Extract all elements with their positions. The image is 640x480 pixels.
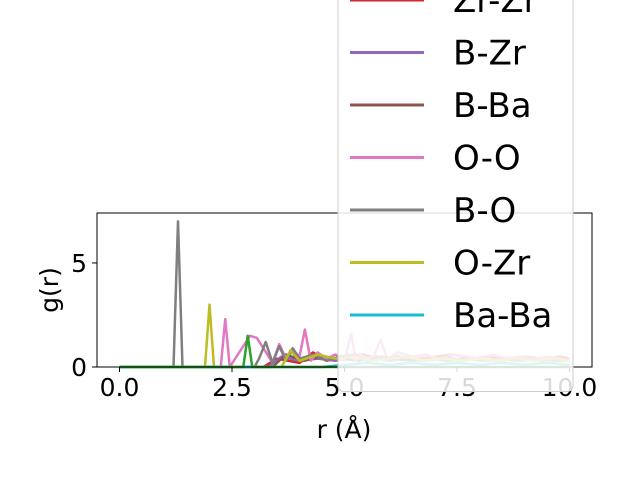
legend-label: Zr-Zr <box>453 0 538 21</box>
x-axis-label: r (Å) <box>317 415 372 444</box>
legend-item-o-zr[interactable]: O-Zr <box>350 244 530 284</box>
legend-item-b-ba[interactable]: B-Ba <box>350 86 532 126</box>
y-tick-label: 0 <box>71 353 87 382</box>
legend-label: Ba-Ba <box>453 296 552 336</box>
legend-box <box>337 0 574 392</box>
x-tick-label: 2.5 <box>212 373 252 402</box>
legend-item-o-o[interactable]: O-O <box>350 139 521 179</box>
legend[interactable]: Zr-Zr B-Zr B-Ba O-O B-O O-Zr Ba-Ba <box>337 0 574 392</box>
legend-label: B-Ba <box>453 86 532 126</box>
legend-item-ba-ba[interactable]: Ba-Ba <box>350 296 552 336</box>
legend-item-b-zr[interactable]: B-Zr <box>350 34 526 74</box>
legend-label: B-Zr <box>453 34 526 74</box>
y-tick-label: 5 <box>71 249 87 278</box>
legend-label: O-O <box>453 139 521 179</box>
y-axis-ticks: 05 <box>71 249 97 382</box>
legend-label: B-O <box>453 191 516 231</box>
legend-item-zr-zr[interactable]: Zr-Zr <box>350 0 538 21</box>
x-tick-label: 0.0 <box>100 373 140 402</box>
legend-label: O-Zr <box>453 244 530 284</box>
legend-item-b-o[interactable]: B-O <box>350 191 516 231</box>
y-axis-label: g(r) <box>35 267 64 313</box>
